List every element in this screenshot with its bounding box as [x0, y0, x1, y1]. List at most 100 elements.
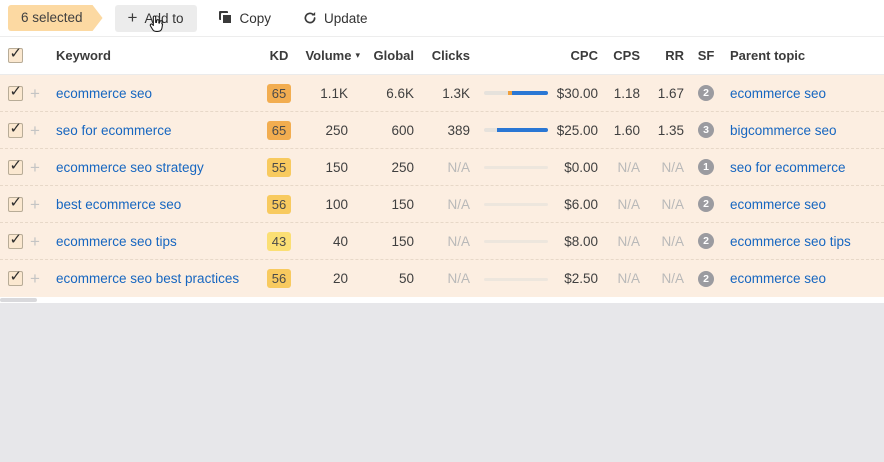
copy-label: Copy — [239, 10, 272, 26]
parent-topic-link[interactable]: ecommerce seo tips — [730, 233, 851, 249]
kd-badge: 55 — [267, 157, 291, 177]
table-row: ✓ + ecommerce seo strategy 55 150 250 N/… — [0, 149, 884, 186]
keyword-link[interactable]: best ecommerce seo — [56, 196, 182, 212]
row-checkbox[interactable]: ✓ — [7, 268, 23, 286]
keyword-link[interactable]: ecommerce seo strategy — [56, 159, 204, 175]
parent-topic-link[interactable]: bigcommerce seo — [730, 122, 837, 138]
table-row: ✓ + ecommerce seo best practices 56 20 5… — [0, 260, 884, 297]
cps-value: 1.18 — [613, 85, 640, 101]
row-checkbox[interactable]: ✓ — [7, 193, 23, 212]
column-header-cpc[interactable]: CPC — [570, 48, 598, 63]
update-label: Update — [324, 10, 368, 26]
rr-value: 1.67 — [657, 85, 684, 101]
sf-badge[interactable]: 1 — [698, 159, 714, 175]
row-checkbox[interactable]: ✓ — [7, 230, 23, 249]
check-icon: ✓ — [9, 45, 23, 62]
sort-desc-icon: ▾ — [355, 50, 360, 60]
column-header-cps[interactable]: CPS — [613, 48, 640, 63]
sf-badge[interactable]: 2 — [698, 196, 714, 212]
quick-add-button[interactable]: + — [30, 159, 40, 176]
global-volume-value: 150 — [391, 233, 414, 249]
clicks-distribution-bar — [484, 203, 548, 206]
keyword-link[interactable]: ecommerce seo — [56, 85, 153, 101]
add-to-button[interactable]: + Add to — [114, 4, 197, 32]
clicks-value: N/A — [447, 271, 470, 286]
table-row: ✓ + seo for ecommerce 65 250 600 389 $25… — [0, 112, 884, 149]
keyword-link[interactable]: ecommerce seo tips — [56, 233, 177, 249]
parent-topic-link[interactable]: seo for ecommerce — [730, 159, 846, 175]
cps-value: N/A — [617, 233, 640, 249]
column-header-clicks[interactable]: Clicks — [431, 48, 470, 63]
keyword-link[interactable]: seo for ecommerce — [56, 122, 172, 138]
clicks-distribution-bar — [484, 240, 548, 243]
quick-add-plus-icon: + — [30, 157, 40, 177]
global-volume-value: 250 — [391, 159, 414, 175]
quick-add-button[interactable]: + — [30, 233, 40, 250]
parent-topic-link[interactable]: ecommerce seo — [730, 196, 827, 212]
selected-count-badge: 6 selected — [8, 5, 103, 31]
kd-badge: 65 — [267, 120, 291, 140]
column-header-parent-topic[interactable]: Parent topic — [730, 48, 806, 63]
volume-value: 20 — [332, 271, 348, 286]
kd-badge: 56 — [267, 194, 291, 214]
quick-add-plus-icon: + — [30, 83, 40, 103]
parent-topic-link[interactable]: ecommerce seo — [730, 271, 827, 286]
column-header-sf[interactable]: SF — [697, 48, 715, 63]
rr-value: N/A — [661, 196, 684, 212]
cpc-value: $2.50 — [564, 271, 598, 286]
bar-paid-clicks-segment — [508, 91, 513, 95]
clicks-value: 1.3K — [442, 85, 470, 101]
horizontal-scrollbar-thumb[interactable] — [0, 298, 37, 302]
column-header-keyword[interactable]: Keyword — [56, 48, 111, 63]
column-header-volume[interactable]: Volume ▾ — [305, 48, 360, 63]
update-button[interactable]: Update — [293, 5, 378, 32]
row-checkbox[interactable]: ✓ — [7, 119, 23, 138]
sf-badge[interactable]: 3 — [698, 122, 714, 138]
row-checkbox[interactable]: ✓ — [7, 82, 23, 101]
quick-add-plus-icon: + — [30, 269, 40, 288]
column-header-rr[interactable]: RR — [665, 48, 684, 63]
sf-badge[interactable]: 2 — [698, 233, 714, 249]
copy-button[interactable]: Copy — [209, 5, 282, 32]
cps-value: 1.60 — [613, 122, 640, 138]
table-body: ✓ + ecommerce seo 65 1.1K 6.6K 1.3K $30.… — [0, 75, 884, 297]
volume-value: 1.1K — [320, 85, 348, 101]
bar-organic-clicks-segment — [512, 91, 548, 95]
kd-badge: 43 — [267, 231, 291, 251]
global-volume-value: 50 — [398, 271, 414, 286]
quick-add-button[interactable]: + — [30, 122, 40, 139]
column-header-kd[interactable]: KD — [269, 48, 289, 63]
bar-no-clicks-segment — [484, 91, 509, 95]
sf-badge[interactable]: 2 — [698, 85, 714, 101]
quick-add-button[interactable]: + — [30, 270, 40, 287]
cps-value: N/A — [617, 196, 640, 212]
clicks-distribution-bar — [484, 128, 548, 132]
table-row: ✓ + ecommerce seo tips 43 40 150 N/A $8.… — [0, 223, 884, 260]
cpc-value: $6.00 — [564, 196, 598, 212]
cpc-value: $0.00 — [564, 159, 598, 175]
toolbar: 6 selected + Add to Copy Update — [0, 0, 884, 37]
sf-badge[interactable]: 2 — [698, 270, 714, 287]
kd-badge: 56 — [267, 269, 291, 288]
row-checkbox[interactable]: ✓ — [7, 156, 23, 175]
rr-value: N/A — [661, 271, 684, 286]
bar-no-clicks-segment — [484, 240, 548, 243]
clicks-value: 389 — [447, 122, 470, 138]
rr-value: 1.35 — [657, 122, 684, 138]
add-to-label: Add to — [144, 10, 184, 26]
parent-topic-link[interactable]: ecommerce seo — [730, 85, 827, 101]
quick-add-plus-icon: + — [30, 231, 40, 251]
keyword-link[interactable]: ecommerce seo best practices — [56, 271, 240, 286]
select-all-checkbox[interactable]: ✓ — [7, 45, 23, 63]
quick-add-plus-icon: + — [30, 194, 40, 214]
clicks-distribution-bar — [484, 277, 548, 281]
cpc-value: $8.00 — [564, 233, 598, 249]
volume-value: 250 — [325, 122, 348, 138]
quick-add-button[interactable]: + — [30, 196, 40, 213]
quick-add-button[interactable]: + — [30, 85, 40, 102]
global-volume-value: 150 — [391, 196, 414, 212]
column-header-global[interactable]: Global — [373, 48, 414, 63]
page-background — [0, 303, 884, 462]
kd-badge: 65 — [267, 83, 291, 103]
volume-value: 100 — [325, 196, 348, 212]
